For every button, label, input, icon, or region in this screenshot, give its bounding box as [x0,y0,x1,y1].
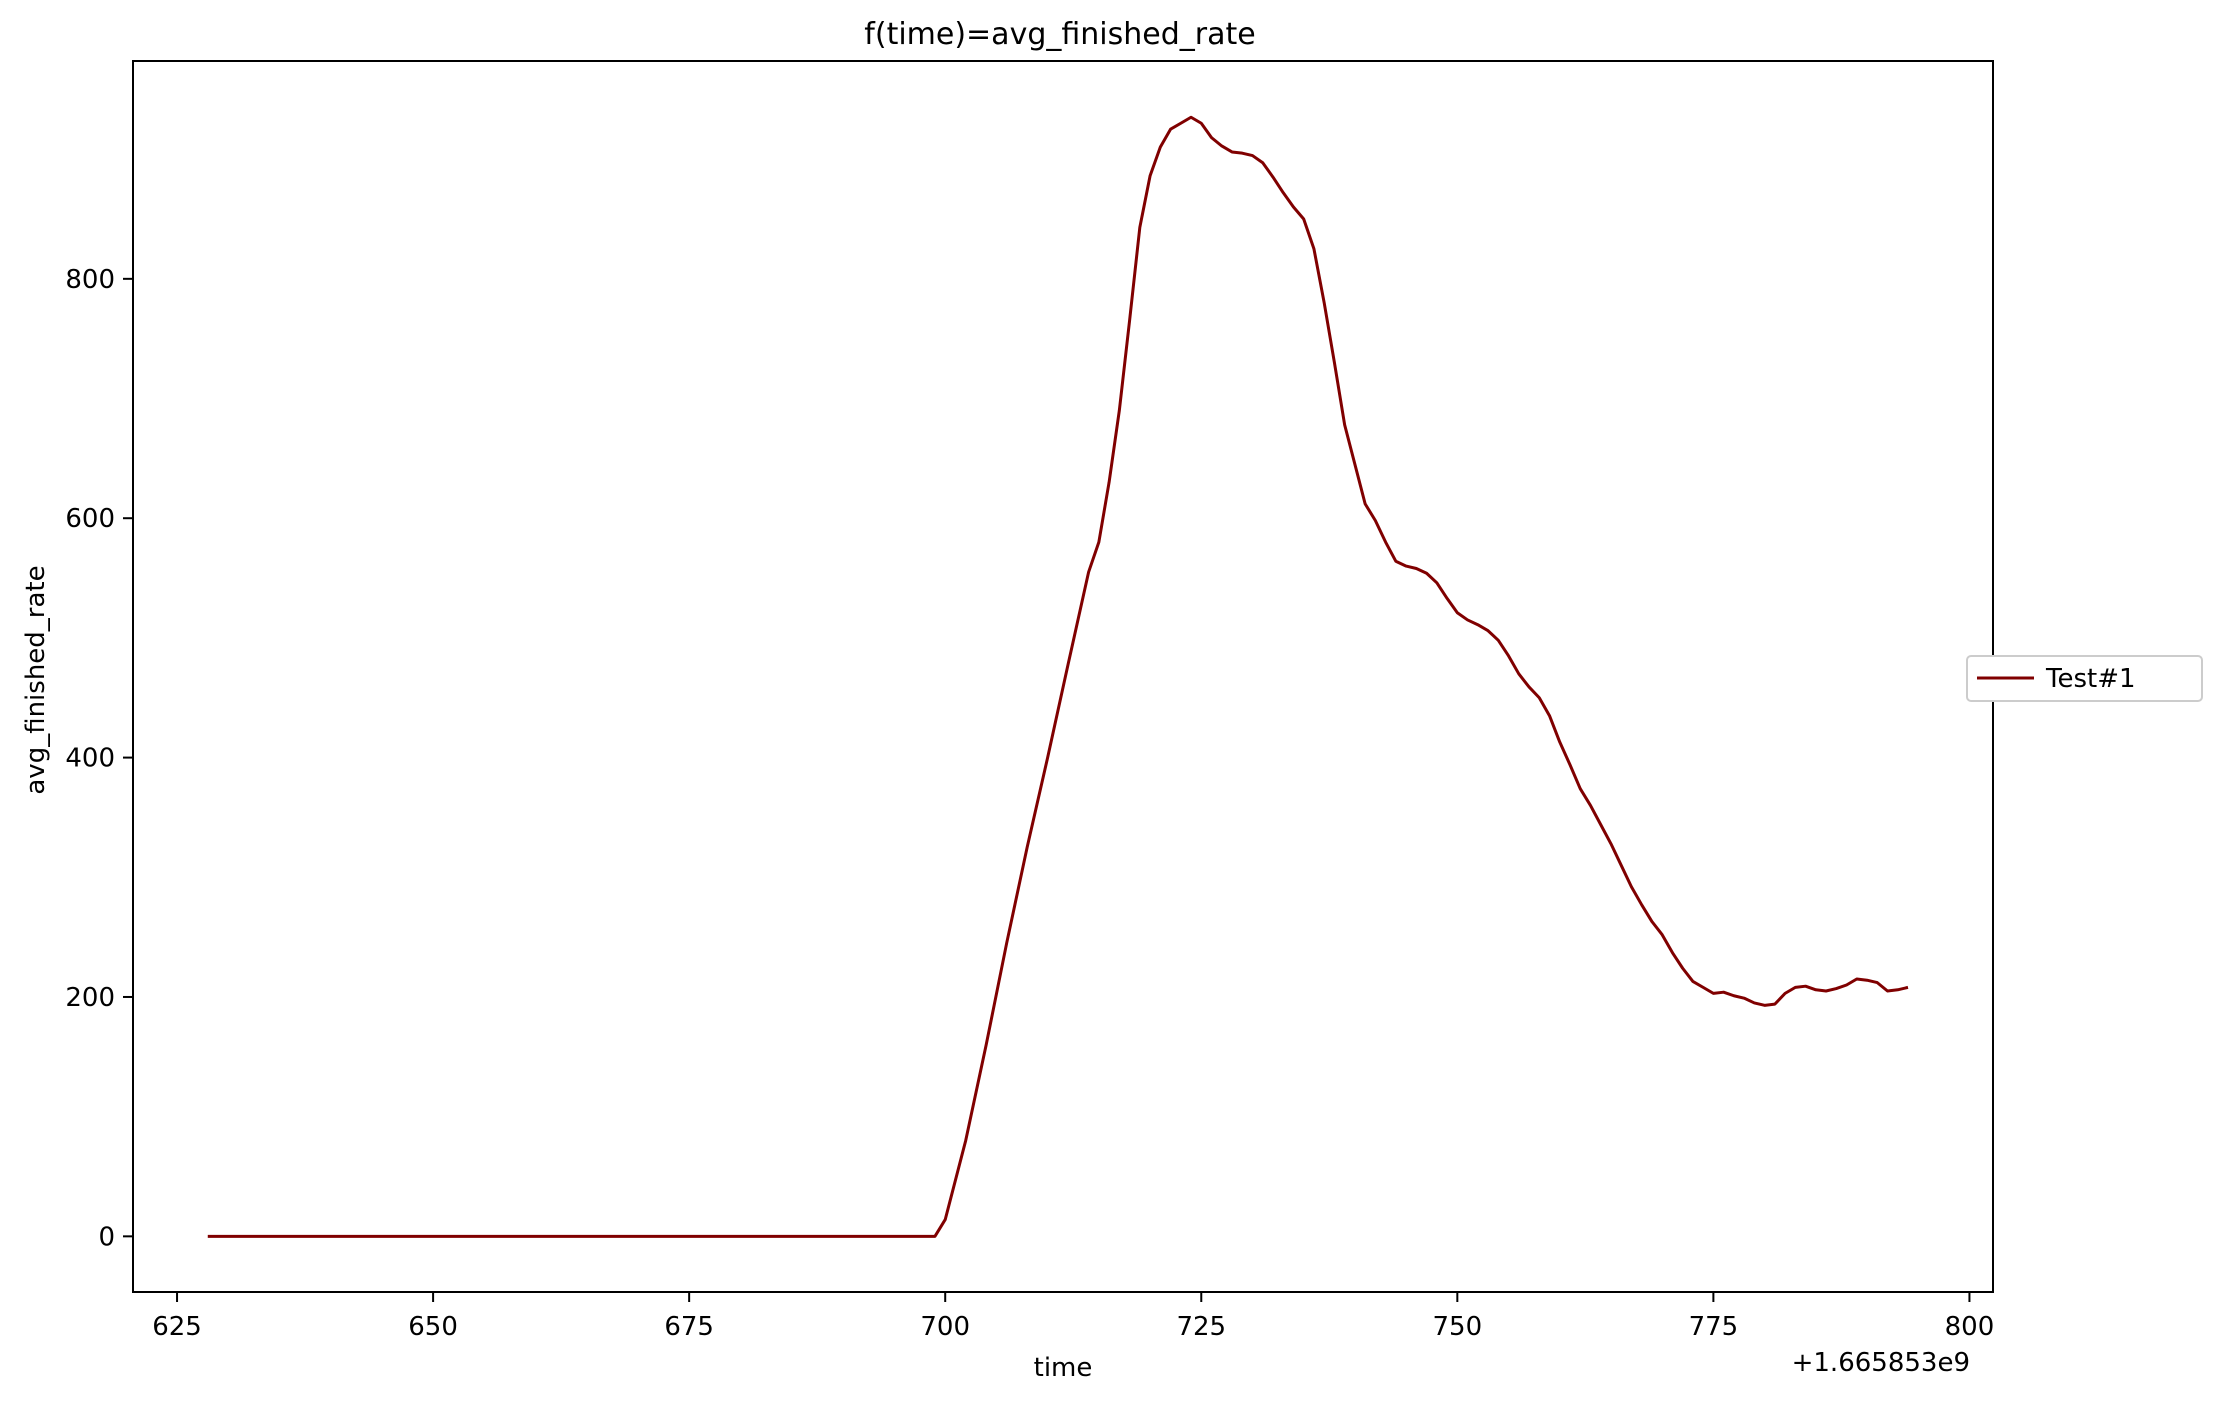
legend-box [1966,655,2203,702]
x-tick-label: 700 [920,1312,970,1342]
y-tick-label: 800 [65,265,115,295]
x-tick-label: 675 [664,1312,714,1342]
x-tick-label: 725 [1176,1312,1226,1342]
chart-title: f(time)=avg_finished_rate [864,17,1255,52]
x-tick-label: 775 [1689,1312,1739,1342]
x-offset-label: +1.665853e9 [1792,1348,1970,1378]
legend: Test#1 [1966,655,2203,702]
y-tick-label: 400 [65,744,115,774]
y-tick-label: 200 [65,983,115,1013]
x-tick-label: 750 [1433,1312,1483,1342]
legend-label-test1: Test#1 [2045,664,2136,694]
plot-area [207,115,1909,1238]
series-line-test1 [207,115,1909,1238]
x-axis-label: time [1034,1353,1093,1383]
y-axis-label: avg_finished_rate [21,565,51,794]
x-tick-label: 625 [152,1312,202,1342]
x-axis-ticks: 625 650 675 700 725 750 775 800 [152,1292,1994,1342]
y-tick-label: 600 [65,504,115,534]
y-axis-ticks: 0 200 400 600 800 [65,265,133,1252]
y-tick-label: 0 [98,1222,115,1252]
x-tick-label: 650 [408,1312,458,1342]
x-tick-label: 800 [1945,1312,1995,1342]
